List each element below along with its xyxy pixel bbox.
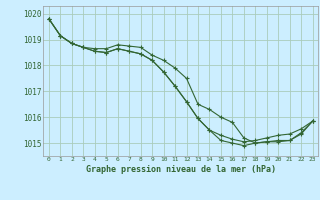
- X-axis label: Graphe pression niveau de la mer (hPa): Graphe pression niveau de la mer (hPa): [86, 165, 276, 174]
